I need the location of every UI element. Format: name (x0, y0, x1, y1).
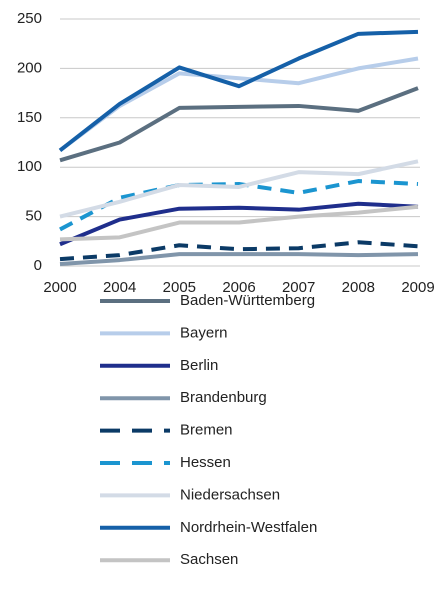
legend-label: Sachsen (180, 551, 238, 568)
y-tick-label: 100 (17, 158, 42, 175)
y-tick-label: 150 (17, 109, 42, 126)
y-tick-label: 250 (17, 10, 42, 27)
x-tick-label: 2006 (222, 279, 255, 296)
series-line (58, 56, 419, 153)
x-tick-label: 2009 (401, 279, 434, 296)
legend-label: Baden-Württemberg (180, 292, 315, 309)
x-tick-label: 2005 (163, 279, 196, 296)
legend-label: Niedersachsen (180, 486, 280, 503)
x-tick-label: 2000 (43, 279, 76, 296)
x-tick-label: 2008 (342, 279, 375, 296)
y-tick-label: 50 (25, 208, 42, 225)
legend-label: Nordrhein-Westfalen (180, 519, 317, 536)
legend-label: Hessen (180, 454, 231, 471)
legend-label: Brandenburg (180, 389, 267, 406)
y-tick-label: 0 (34, 257, 42, 274)
series-line (59, 159, 419, 219)
series-line (59, 179, 419, 232)
series-line (59, 240, 419, 262)
legend-label: Bremen (180, 422, 233, 439)
series-line (59, 252, 419, 267)
series-line (59, 201, 419, 247)
y-tick-label: 200 (17, 59, 42, 76)
legend-label: Bayern (180, 324, 228, 341)
legend-label: Berlin (180, 357, 218, 374)
x-tick-label: 2007 (282, 279, 315, 296)
series-line (59, 204, 419, 242)
series-line (58, 29, 419, 152)
series-line (59, 86, 419, 163)
x-tick-label: 2004 (103, 279, 136, 296)
